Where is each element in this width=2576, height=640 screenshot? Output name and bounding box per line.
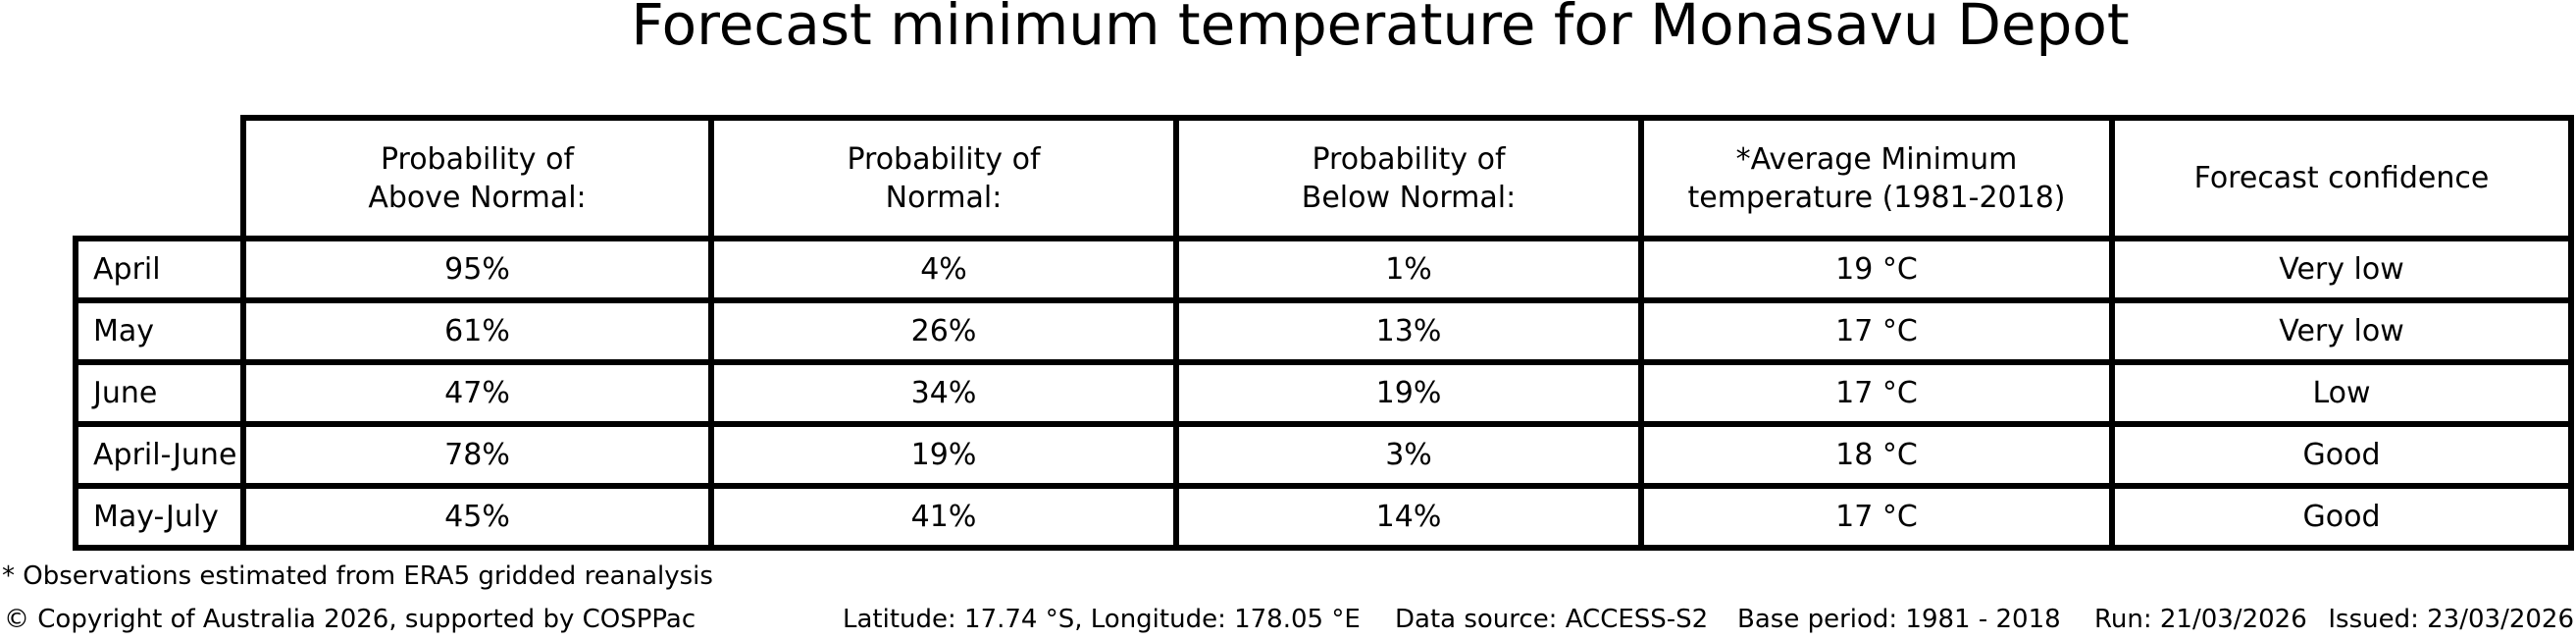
row-label: April-June [73,421,246,489]
cell-above-normal: 45% [240,483,714,551]
cell-above-normal: 61% [240,297,714,365]
cell-normal: 26% [708,297,1179,365]
issued-date-text: Issued: 23/03/2026 [2328,605,2574,634]
cell-avg-min-temp: 17 °C [1638,297,2115,365]
run-date-text: Run: 21/03/2026 [2094,605,2307,634]
table-row-may-july: May-July 45% 41% 14% 17 °C Good [73,483,2574,551]
col-header-forecast-confidence: Forecast confidence [2109,115,2574,241]
cell-above-normal: 78% [240,421,714,489]
cell-avg-min-temp: 17 °C [1638,359,2115,427]
table-header-row: Probability of Above Normal: Probability… [76,115,2574,241]
page-title: Forecast minimum temperature for Monasav… [631,0,2130,58]
location-text: Latitude: 17.74 °S, Longitude: 178.05 °E [843,605,1361,634]
cell-confidence: Very low [2109,297,2574,365]
cell-above-normal: 47% [240,359,714,427]
base-period-text: Base period: 1981 - 2018 [1737,605,2061,634]
cell-confidence: Low [2109,359,2574,427]
copyright-text: © Copyright of Australia 2026, supported… [4,605,696,634]
col-header-below-normal: Probability of Below Normal: [1173,115,1644,241]
cell-below-normal: 14% [1173,483,1644,551]
data-source-text: Data source: ACCESS-S2 [1395,605,1709,634]
cell-below-normal: 3% [1173,421,1644,489]
cell-confidence: Very low [2109,236,2574,303]
col-header-avg-min-temp: *Average Minimum temperature (1981-2018) [1638,115,2115,241]
row-label: May-July [73,483,246,551]
row-label: May [73,297,246,365]
cell-above-normal: 95% [240,236,714,303]
table-row-april-june: April-June 78% 19% 3% 18 °C Good [73,421,2574,489]
table-row-june: June 47% 34% 19% 17 °C Low [73,359,2574,427]
cell-avg-min-temp: 18 °C [1638,421,2115,489]
forecast-table: Probability of Above Normal: Probability… [73,115,2574,551]
cell-below-normal: 13% [1173,297,1644,365]
observations-footnote: * Observations estimated from ERA5 gridd… [2,561,713,591]
col-header-above-normal: Probability of Above Normal: [240,115,714,241]
cell-below-normal: 19% [1173,359,1644,427]
cell-normal: 4% [708,236,1179,303]
corner-cell [76,118,243,239]
row-label: April [73,236,246,303]
cell-normal: 34% [708,359,1179,427]
cell-avg-min-temp: 17 °C [1638,483,2115,551]
table-row-april: April 95% 4% 1% 19 °C Very low [73,236,2574,303]
cell-confidence: Good [2109,483,2574,551]
row-label: June [73,359,246,427]
cell-normal: 19% [708,421,1179,489]
cell-normal: 41% [708,483,1179,551]
cell-confidence: Good [2109,421,2574,489]
col-header-normal: Probability of Normal: [708,115,1179,241]
cell-avg-min-temp: 19 °C [1638,236,2115,303]
cell-below-normal: 1% [1173,236,1644,303]
table-row-may: May 61% 26% 13% 17 °C Very low [73,297,2574,365]
